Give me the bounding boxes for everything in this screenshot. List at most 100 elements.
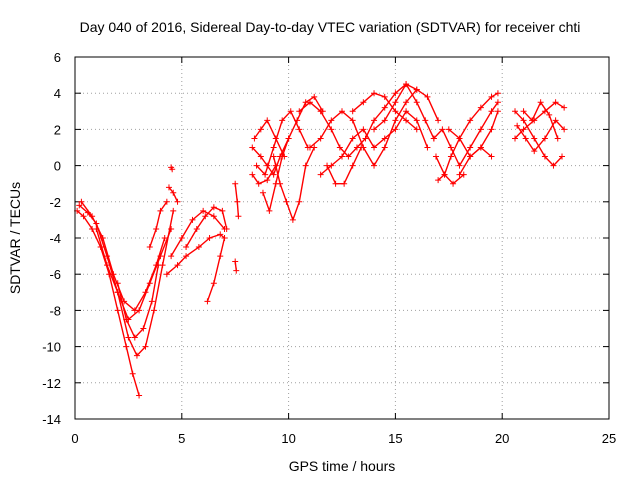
series-track-12 (168, 164, 176, 173)
data-point (174, 198, 181, 205)
data-point (381, 93, 388, 100)
plot-frame (74, 56, 610, 420)
data-point (477, 104, 484, 111)
data-point (259, 189, 266, 196)
data-point (392, 90, 399, 97)
data-point (349, 117, 356, 124)
data-point (381, 144, 388, 151)
data-point (541, 135, 548, 142)
data-point (447, 144, 454, 151)
data-point (189, 216, 196, 223)
data-point (371, 162, 378, 169)
y-tick-label: -4 (49, 231, 61, 246)
data-point (206, 235, 213, 241)
data-point (349, 108, 356, 115)
data-point (447, 153, 454, 160)
x-axis-title: GPS time / hours (289, 458, 396, 474)
data-point (311, 93, 318, 100)
data-point (302, 162, 309, 169)
series-track-22 (306, 86, 442, 169)
data-point (76, 202, 83, 209)
x-tick-label: 25 (602, 431, 616, 446)
data-point (210, 213, 217, 220)
data-point (358, 144, 365, 151)
data-point (537, 99, 544, 106)
series-line (251, 96, 324, 176)
data-point (435, 117, 442, 124)
data-point (494, 90, 501, 97)
data-point (381, 104, 388, 111)
y-tick-label: 4 (54, 86, 61, 101)
data-point (296, 126, 303, 133)
x-tick-label: 10 (281, 431, 295, 446)
data-point (142, 289, 149, 296)
data-point (306, 144, 313, 151)
data-point (255, 180, 262, 187)
data-point (522, 135, 529, 142)
data-point (371, 126, 378, 133)
data-point (289, 216, 296, 223)
series-line (185, 206, 228, 248)
data-point (403, 117, 410, 124)
data-point (546, 111, 553, 118)
data-point (163, 198, 170, 205)
series-line (149, 201, 168, 248)
data-point (467, 153, 474, 160)
data-point (435, 177, 442, 184)
data-point (422, 117, 429, 124)
axis-ticks (74, 56, 610, 420)
y-tick-label: 2 (54, 122, 61, 137)
data-point (221, 235, 228, 241)
data-point (277, 180, 284, 187)
series-track-18 (270, 144, 318, 223)
data-point (531, 135, 538, 142)
series-track-16 (253, 108, 311, 178)
series-line (514, 110, 563, 167)
data-point (153, 225, 160, 232)
x-tick-label: 15 (388, 431, 402, 446)
data-point (561, 104, 568, 111)
data-point (270, 144, 277, 151)
data-point (136, 392, 143, 399)
data-point (360, 126, 367, 133)
data-point (494, 108, 501, 115)
series-track-27 (435, 90, 501, 184)
series-track-32 (512, 108, 566, 169)
data-point (512, 135, 519, 142)
data-point (249, 171, 256, 178)
series-line (435, 155, 465, 185)
y-tick-label: 6 (54, 50, 61, 65)
x-tick-label: 5 (178, 431, 185, 446)
series-line (448, 110, 499, 158)
data-point (183, 244, 190, 251)
data-point (146, 244, 153, 251)
data-point (178, 235, 185, 241)
series-track-34 (514, 117, 568, 155)
data-point (488, 153, 495, 160)
data-point (467, 144, 474, 151)
data-point (341, 180, 348, 187)
series-track-30 (432, 153, 467, 187)
series-track-4 (93, 207, 177, 359)
data-point (432, 153, 439, 160)
series-track-13 (232, 180, 242, 220)
series-track-20 (251, 117, 288, 160)
data-point (488, 126, 495, 133)
data-point (345, 153, 352, 160)
series-line (516, 119, 565, 152)
data-point (296, 108, 303, 115)
data-point (332, 180, 339, 187)
data-point (125, 334, 132, 341)
series-line (95, 210, 175, 357)
data-point (430, 135, 437, 142)
data-point (439, 126, 446, 133)
data-point (403, 81, 410, 88)
data-point (413, 86, 420, 93)
data-point (114, 280, 121, 287)
data-point (339, 153, 345, 160)
data-point (163, 271, 170, 278)
series-track-8 (168, 207, 228, 260)
data-point (392, 99, 399, 106)
data-point (514, 122, 521, 129)
